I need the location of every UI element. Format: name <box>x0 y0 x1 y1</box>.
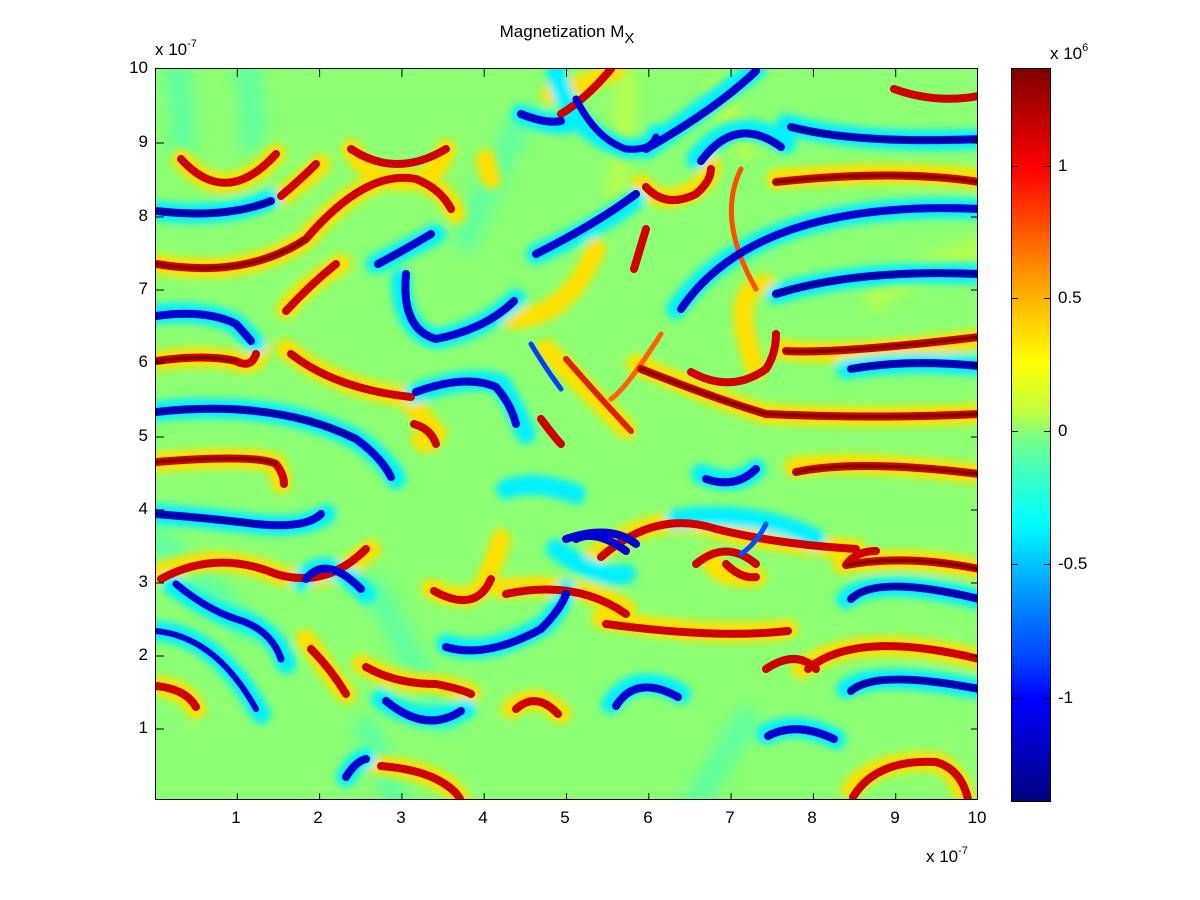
x-tick-label: 6 <box>643 808 653 827</box>
x-tick-label: 9 <box>890 808 900 827</box>
y-tick-label: 4 <box>138 499 148 518</box>
x-tick-label: 3 <box>396 808 406 827</box>
y-axis-exponent: x 10-7 <box>155 38 197 59</box>
y-tick-label: 7 <box>138 279 148 298</box>
title-text: Magnetization M <box>499 22 625 41</box>
y-tick-label: 2 <box>138 645 148 664</box>
y-tick-label: 9 <box>138 132 148 151</box>
y-tick-label: 8 <box>138 206 148 225</box>
colorbar <box>1011 68 1051 802</box>
title-subscript: X <box>624 30 635 47</box>
colorbar-tick-label: 0.5 <box>1058 288 1082 307</box>
x-tick-label: 8 <box>807 808 817 827</box>
colorbar-tick-label: -0.5 <box>1058 554 1088 573</box>
axis-ticks <box>156 69 977 799</box>
x-tick-label: 2 <box>313 808 323 827</box>
colorbar-tick-label: 0 <box>1058 421 1068 440</box>
colorbar-tick-label: -1 <box>1058 688 1074 707</box>
y-tick-label: 10 <box>129 58 148 77</box>
chart-title: Magnetization MX <box>0 22 1134 47</box>
y-tick-label: 6 <box>138 352 148 371</box>
x-tick-label: 1 <box>231 808 241 827</box>
x-tick-label: 4 <box>478 808 488 827</box>
heatmap-plot-area <box>155 68 978 800</box>
x-axis-exponent: x 10-7 <box>926 845 968 866</box>
colorbar-tick-label: 1 <box>1058 156 1068 175</box>
colorbar-exponent: x 106 <box>1050 42 1089 63</box>
y-tick-label: 5 <box>138 426 148 445</box>
y-tick-label: 1 <box>138 718 148 737</box>
heatmap-image <box>156 69 977 799</box>
x-tick-label: 5 <box>560 808 570 827</box>
y-tick-label: 3 <box>138 572 148 591</box>
x-tick-label: 10 <box>967 808 987 827</box>
x-tick-label: 7 <box>725 808 735 827</box>
